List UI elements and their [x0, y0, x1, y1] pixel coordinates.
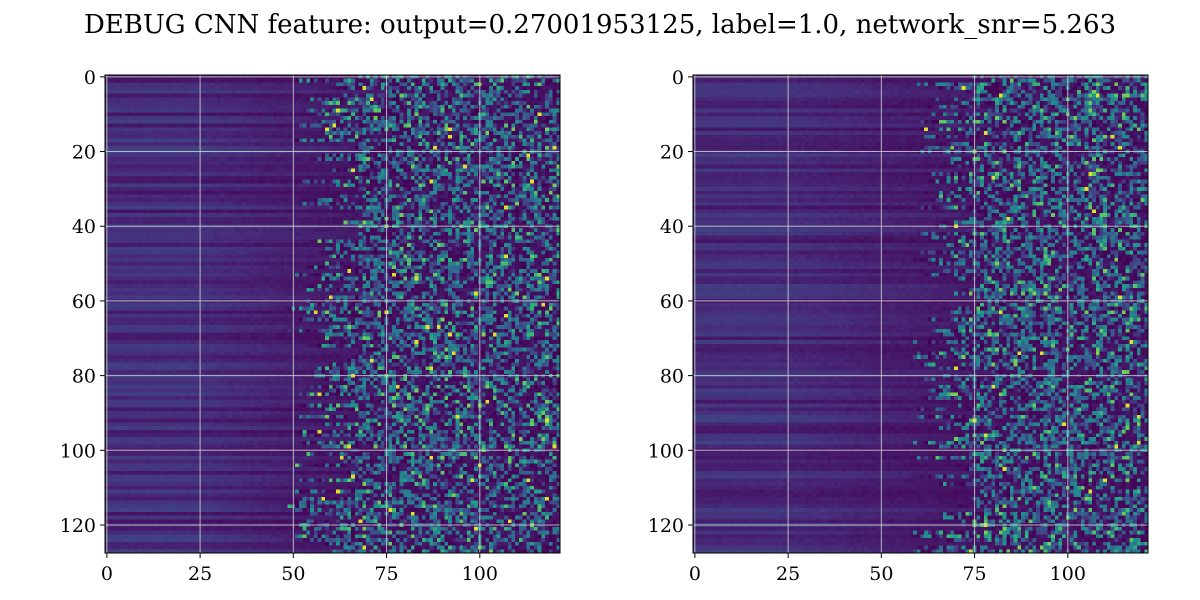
- x-tick-label: 0: [101, 563, 113, 585]
- y-tick-label: 0: [672, 67, 684, 89]
- x-tick-label: 25: [188, 563, 212, 585]
- x-tick-label: 75: [374, 563, 398, 585]
- y-tick-label: 40: [72, 216, 96, 238]
- y-tick-label: 120: [648, 515, 684, 537]
- y-tick-label: 60: [660, 291, 684, 313]
- y-tick-label: 40: [660, 216, 684, 238]
- y-tick-label: 60: [72, 291, 96, 313]
- y-tick-label: 0: [84, 67, 96, 89]
- y-tick-label: 100: [648, 440, 684, 462]
- y-tick-label: 80: [72, 366, 96, 388]
- x-tick-label: 50: [869, 563, 893, 585]
- x-tick-label: 100: [462, 563, 498, 585]
- heatmap-panel-right: 0 25 50 75 100 0 20 40 60 80 100 120: [648, 67, 1149, 585]
- y-tick-label: 120: [60, 515, 96, 537]
- x-tick-label: 25: [776, 563, 800, 585]
- y-tick-label: 20: [660, 142, 684, 164]
- heatmap-panel-left: 0 25 50 75 100 0 20 40 60 80 100 120: [60, 67, 561, 585]
- axes-frame: [104, 74, 561, 554]
- heatmap-image: [693, 75, 1148, 553]
- x-tick-label: 0: [689, 563, 701, 585]
- y-tick-label: 100: [60, 440, 96, 462]
- x-tick-label: 100: [1050, 563, 1086, 585]
- x-tick-label: 50: [281, 563, 305, 585]
- y-tick-label: 20: [72, 142, 96, 164]
- x-tick-label: 75: [962, 563, 986, 585]
- figure-title: DEBUG CNN feature: output=0.27001953125,…: [84, 10, 1116, 40]
- axes-frame: [692, 74, 1149, 554]
- y-tick-label: 80: [660, 366, 684, 388]
- heatmap-image: [105, 75, 560, 553]
